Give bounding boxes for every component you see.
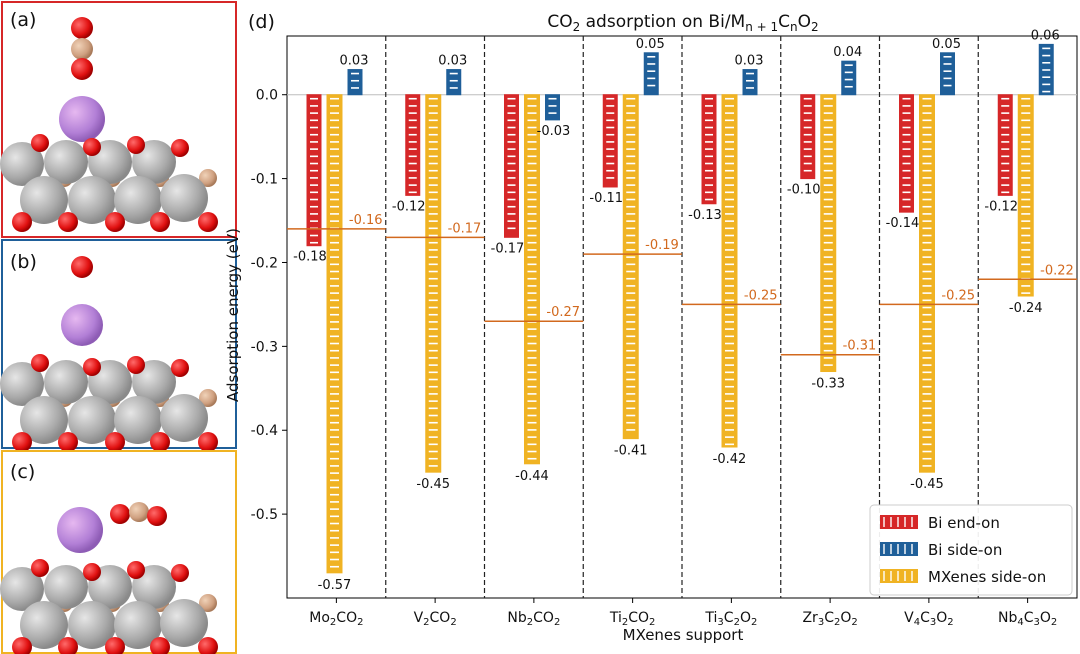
structure-panel-a: (a) (0, 1, 237, 238)
legend-swatch (880, 569, 918, 583)
reference-line-label: -0.17 (448, 221, 482, 236)
bar-bi-side-on (742, 69, 758, 96)
y-tick-label: -0.3 (251, 339, 278, 355)
reference-line-label: -0.25 (744, 288, 778, 303)
bar-mxenes-side-on (622, 94, 639, 440)
label-mxenes-side-on: -0.41 (614, 444, 648, 459)
bar-bi-end-on (405, 94, 421, 196)
label-bi-end-on: -0.12 (392, 199, 426, 214)
structure-panel-c: (c) (0, 450, 237, 654)
co2-molecule-b (71, 256, 93, 278)
bar-mxenes-side-on (919, 94, 935, 473)
y-axis-label: Adsorption energy (eV) (224, 228, 242, 402)
bar-mxenes-side-on (326, 94, 343, 574)
label-mxenes-side-on: -0.45 (416, 477, 450, 492)
x-tick-label: Ti3C2O2 (704, 610, 757, 628)
x-axis-label: MXenes support (623, 626, 744, 644)
panel-b-label: (b) (10, 251, 37, 273)
co2-molecule-a (71, 17, 93, 80)
label-mxenes-side-on: -0.44 (515, 469, 549, 484)
panel-c-label: (c) (10, 461, 35, 483)
legend-box (869, 504, 1073, 596)
label-bi-end-on: -0.18 (293, 250, 327, 265)
label-bi-side-on: 0.03 (735, 54, 764, 69)
bar-mxenes-side-on (524, 94, 540, 465)
adsorption-chart: (d) CO2 adsorption on Bi/Mn + 1CnO2 -0.5… (224, 11, 1078, 644)
structure-panel-b: (b) (0, 239, 237, 452)
bar-bi-side-on (940, 52, 955, 96)
label-bi-side-on: -0.03 (537, 124, 571, 139)
x-tick-label: Nb4C3O2 (998, 610, 1057, 628)
label-bi-end-on: -0.10 (787, 183, 821, 198)
reference-line-label: -0.16 (349, 213, 383, 228)
bar-bi-end-on (997, 94, 1013, 196)
label-bi-end-on: -0.11 (589, 191, 623, 206)
label-bi-side-on: 0.03 (340, 54, 369, 69)
label-bi-side-on: 0.06 (1031, 28, 1060, 43)
label-bi-end-on: -0.17 (491, 241, 525, 256)
label-mxenes-side-on: -0.33 (811, 377, 845, 392)
bi-atom-a (59, 96, 105, 142)
bar-mxenes-side-on (1017, 94, 1034, 297)
bar-bi-side-on (545, 94, 560, 121)
bar-bi-end-on (899, 94, 914, 213)
bar-bi-end-on (602, 94, 618, 188)
reference-line-label: -0.19 (645, 238, 679, 253)
mxene-slab-a (0, 134, 218, 232)
y-tick-label: -0.5 (251, 507, 278, 523)
legend-label: MXenes side-on (928, 568, 1046, 586)
panel-d-label: (d) (248, 11, 275, 33)
y-tick-label: 0.0 (256, 88, 278, 104)
x-tick-label: Nb2CO2 (507, 610, 560, 628)
label-mxenes-side-on: -0.45 (910, 477, 944, 492)
co2-molecule-c (110, 502, 167, 526)
x-tick-label: V2CO2 (414, 610, 457, 628)
label-bi-side-on: 0.05 (636, 37, 665, 52)
x-tick-label: Mo2CO2 (309, 610, 363, 628)
bi-atom-c (57, 507, 103, 553)
legend-label: Bi end-on (928, 514, 1000, 532)
label-bi-end-on: -0.13 (688, 208, 722, 223)
legend-swatch (880, 515, 918, 529)
reference-line-label: -0.27 (546, 305, 580, 320)
bi-atom-b (61, 304, 103, 346)
y-tick-label: -0.2 (251, 255, 278, 271)
mxene-slab-b (0, 354, 218, 452)
label-bi-end-on: -0.12 (984, 199, 1018, 214)
bar-mxenes-side-on (721, 94, 738, 448)
label-mxenes-side-on: -0.24 (1009, 301, 1043, 316)
bar-bi-side-on (446, 69, 462, 96)
bar-bi-side-on (643, 52, 659, 96)
bar-bi-end-on (701, 94, 717, 205)
x-tick-label: Zr3C2O2 (802, 610, 857, 628)
reference-line-label: -0.31 (843, 339, 877, 354)
bar-bi-end-on (306, 94, 322, 247)
bar-bi-side-on (841, 60, 857, 96)
mxene-slab-c (0, 559, 218, 654)
bar-mxenes-side-on (425, 94, 442, 473)
reference-line-label: -0.25 (941, 288, 975, 303)
bar-bi-side-on (1038, 43, 1054, 96)
y-tick-label: -0.1 (251, 172, 278, 188)
x-tick-label: Ti2CO2 (609, 610, 656, 628)
label-mxenes-side-on: -0.42 (713, 452, 747, 467)
bar-bi-side-on (347, 69, 363, 96)
chart-title: CO2 adsorption on Bi/Mn + 1CnO2 (547, 12, 818, 34)
x-tick-label: V4C3O2 (904, 610, 954, 628)
label-bi-side-on: 0.03 (438, 54, 467, 69)
legend-label: Bi side-on (928, 541, 1002, 559)
y-tick-label: -0.4 (251, 423, 278, 439)
panel-a-label: (a) (10, 9, 36, 31)
label-bi-side-on: 0.04 (833, 45, 862, 60)
legend-swatch (880, 542, 918, 556)
legend: Bi end-on Bi side-on MXenes side-on (869, 504, 1073, 596)
reference-line-label: -0.22 (1040, 263, 1074, 278)
bar-bi-end-on (504, 94, 519, 238)
bar-mxenes-side-on (820, 94, 837, 373)
label-bi-side-on: 0.05 (932, 37, 961, 52)
label-bi-end-on: -0.14 (886, 216, 920, 231)
bar-bi-end-on (800, 94, 816, 180)
label-mxenes-side-on: -0.57 (318, 578, 352, 593)
